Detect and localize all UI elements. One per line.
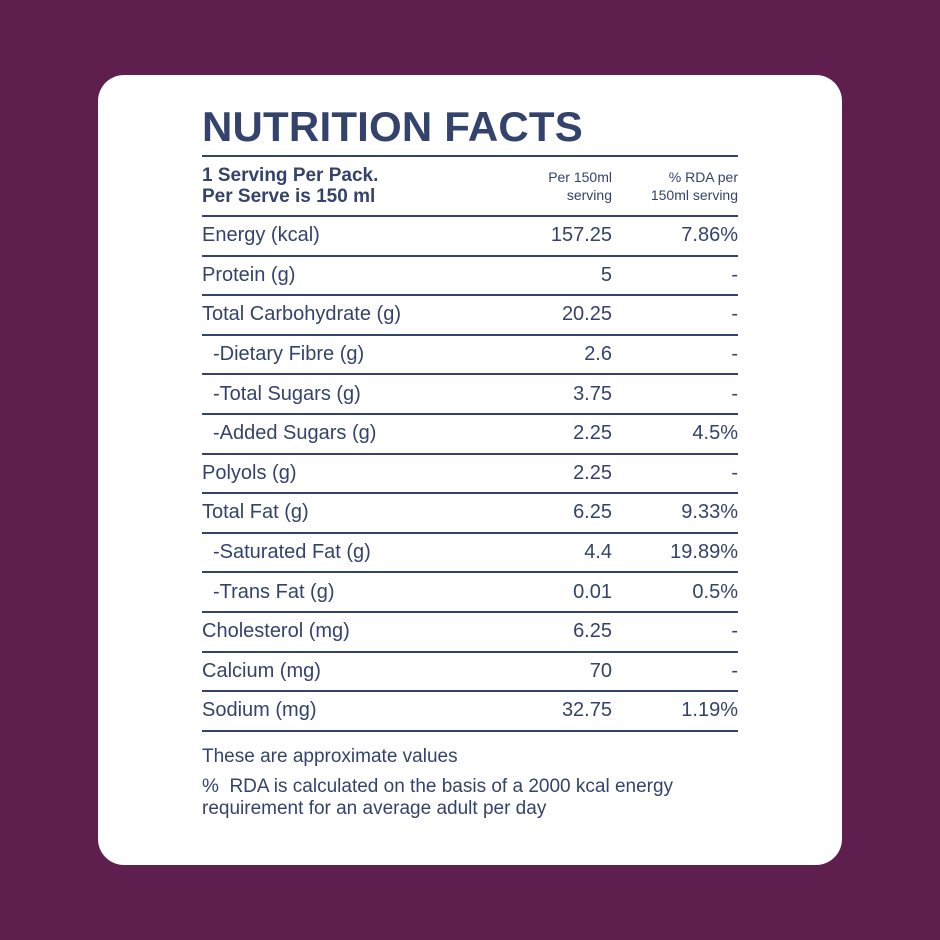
nutrient-name: Calcium (mg) xyxy=(202,659,321,682)
rda-note: % RDA is calculated on the basis of a 20… xyxy=(202,776,738,820)
nutrient-rda: 4.5% xyxy=(692,422,738,445)
nutrient-rda: 1.19% xyxy=(681,699,738,722)
nutrient-rda: - xyxy=(731,659,738,682)
table-row: Polyols (g) 2.25 - xyxy=(202,455,738,495)
nutrient-value: 6.25 xyxy=(573,501,612,524)
table-row: Sodium (mg) 32.75 1.19% xyxy=(202,692,738,732)
table-header: 1 Serving Per Pack. Per Serve is 150 ml … xyxy=(202,157,738,217)
table-row: -Added Sugars (g) 2.25 4.5% xyxy=(202,415,738,455)
rda-header-line-1: % RDA per xyxy=(668,169,738,185)
nutrient-name: -Total Sugars (g) xyxy=(213,382,361,405)
rda-header: % RDA per 150ml serving xyxy=(612,168,738,204)
nutrient-name: Total Carbohydrate (g) xyxy=(202,303,401,326)
table-row: Calcium (mg) 70 - xyxy=(202,653,738,693)
rda-note-line-1: % RDA is calculated on the basis of a 20… xyxy=(202,775,674,797)
nutrient-value: 6.25 xyxy=(573,620,612,643)
nutrient-rda: - xyxy=(731,343,738,366)
table-row: Energy (kcal) 157.25 7.86% xyxy=(202,217,738,257)
table-row: -Dietary Fibre (g) 2.6 - xyxy=(202,336,738,376)
nutrition-card: NUTRITION FACTS 1 Serving Per Pack. Per … xyxy=(98,75,842,865)
nutrient-name: Total Fat (g) xyxy=(202,501,309,524)
nutrient-value: 2.25 xyxy=(573,422,612,445)
page-title: NUTRITION FACTS xyxy=(202,103,583,150)
title-divider xyxy=(202,155,738,157)
nutrient-value: 5 xyxy=(600,263,612,286)
nutrient-rda: 0.5% xyxy=(692,580,738,603)
nutrient-name: Energy (kcal) xyxy=(202,224,320,247)
nutrient-name: -Dietary Fibre (g) xyxy=(213,343,365,366)
nutrient-rda: - xyxy=(731,263,738,286)
nutrient-rda: 7.86% xyxy=(681,224,738,247)
table-row: -Total Sugars (g) 3.75 - xyxy=(202,375,738,415)
nutrient-name: Cholesterol (mg) xyxy=(202,620,350,643)
serving-line-1: 1 Serving Per Pack. xyxy=(202,165,379,186)
serving-line-2: Per Serve is 150 ml xyxy=(202,186,376,207)
nutrition-facts-panel: NUTRITION FACTS 1 Serving Per Pack. Per … xyxy=(202,103,738,820)
nutrient-name: -Saturated Fat (g) xyxy=(213,541,371,564)
serving-info: 1 Serving Per Pack. Per Serve is 150 ml xyxy=(202,165,492,207)
per-serving-header-line-2: serving xyxy=(566,187,612,203)
nutrient-rda: - xyxy=(731,461,738,484)
nutrient-value: 2.6 xyxy=(584,343,612,366)
table-row: Cholesterol (mg) 6.25 - xyxy=(202,613,738,653)
nutrient-rda: - xyxy=(731,303,738,326)
table-row: -Saturated Fat (g) 4.4 19.89% xyxy=(202,534,738,574)
nutrient-name: Polyols (g) xyxy=(202,461,297,484)
nutrient-value: 32.75 xyxy=(561,699,612,722)
nutrient-value: 4.4 xyxy=(584,541,612,564)
table-row: Protein (g) 5 - xyxy=(202,257,738,297)
rda-note-line-2: requirement for an average adult per day xyxy=(202,797,547,819)
nutrient-value: 0.01 xyxy=(573,580,612,603)
nutrient-value: 20.25 xyxy=(561,303,612,326)
nutrient-value: 157.25 xyxy=(550,224,612,247)
nutrition-table-body: Energy (kcal) 157.25 7.86% Protein (g) 5- Tot… xyxy=(202,217,738,732)
nutrient-rda: - xyxy=(731,382,738,405)
nutrient-rda: 19.89% xyxy=(670,541,738,564)
nutrient-rda: - xyxy=(731,620,738,643)
table-row: Total Fat (g) 6.25 9.33% xyxy=(202,494,738,534)
rda-header-line-2: 150ml serving xyxy=(650,187,738,203)
nutrient-value: 70 xyxy=(589,659,612,682)
nutrient-value: 3.75 xyxy=(573,382,612,405)
nutrient-rda: 9.33% xyxy=(681,501,738,524)
table-row: Total Carbohydrate (g) 20.25 - xyxy=(202,296,738,336)
table-row: -Trans Fat (g) 0.01 0.5% xyxy=(202,573,738,613)
nutrient-value: 2.25 xyxy=(573,461,612,484)
nutrient-name: -Trans Fat (g) xyxy=(213,580,335,603)
per-serving-header-line-1: Per 150ml xyxy=(548,169,612,185)
footnotes: These are approximate values % RDA is ca… xyxy=(202,746,738,820)
per-serving-header: Per 150ml serving xyxy=(492,168,612,204)
nutrient-name: Protein (g) xyxy=(202,263,296,286)
nutrient-name: Sodium (mg) xyxy=(202,699,317,722)
nutrient-name: -Added Sugars (g) xyxy=(213,422,377,445)
approx-note: These are approximate values xyxy=(202,745,458,767)
